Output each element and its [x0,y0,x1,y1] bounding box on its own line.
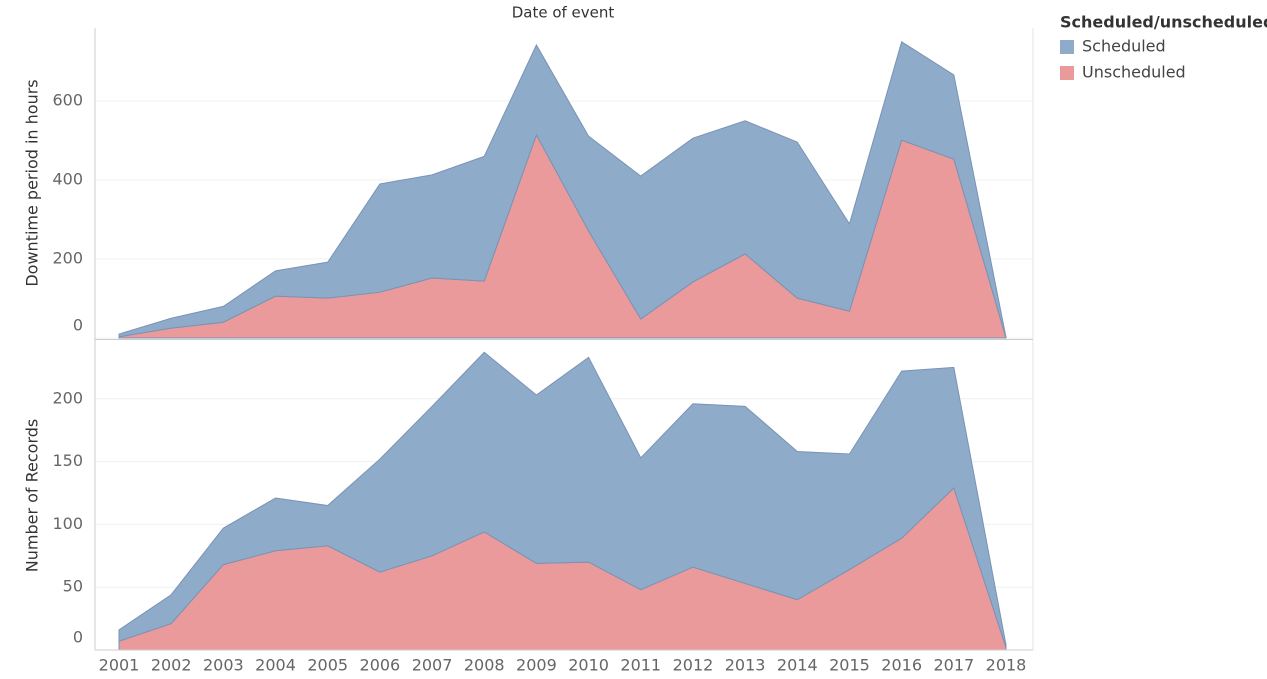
x-tick-label: 2014 [777,656,818,675]
x-tick-label: 2013 [725,656,766,675]
legend-title: Scheduled/unscheduled [1060,13,1267,32]
legend-label: Unscheduled [1082,63,1186,82]
y-tick-label: 150 [52,451,83,470]
y-tick-label: 0 [73,316,83,335]
x-tick-label: 2010 [568,656,609,675]
x-tick-label: 2008 [464,656,505,675]
y-tick-label: 200 [52,249,83,268]
x-tick-label: 2005 [307,656,348,675]
y-tick-label: 100 [52,514,83,533]
x-tick-label: 2002 [151,656,192,675]
x-tick-label: 2007 [412,656,453,675]
area [118,41,1007,339]
x-tick-label: 2004 [255,656,296,675]
y-tick-label: 200 [52,388,83,407]
y-axis-title: Downtime period in hours [23,79,42,286]
x-tick-label: 2003 [203,656,244,675]
x-tick-label: 2012 [673,656,714,675]
y-tick-label: 50 [63,577,83,596]
chart-title: Date of event [512,4,615,22]
x-tick-label: 2009 [516,656,557,675]
y-tick-label: 400 [52,170,83,189]
x-tick-label: 2017 [933,656,974,675]
y-tick-label: 0 [73,628,83,647]
x-tick-label: 2006 [360,656,401,675]
legend-swatch [1060,66,1074,80]
y-tick-label: 600 [52,91,83,110]
y-axis-title: Number of Records [23,419,42,572]
x-tick-label: 2015 [829,656,870,675]
area [118,351,1007,648]
x-tick-label: 2011 [620,656,661,675]
legend-swatch [1060,40,1074,54]
x-tick-label: 2001 [99,656,140,675]
legend-label: Scheduled [1082,37,1166,56]
x-tick-label: 2016 [881,656,922,675]
x-tick-label: 2018 [986,656,1027,675]
